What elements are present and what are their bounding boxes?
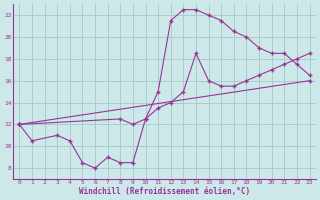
X-axis label: Windchill (Refroidissement éolien,°C): Windchill (Refroidissement éolien,°C) bbox=[79, 187, 250, 196]
